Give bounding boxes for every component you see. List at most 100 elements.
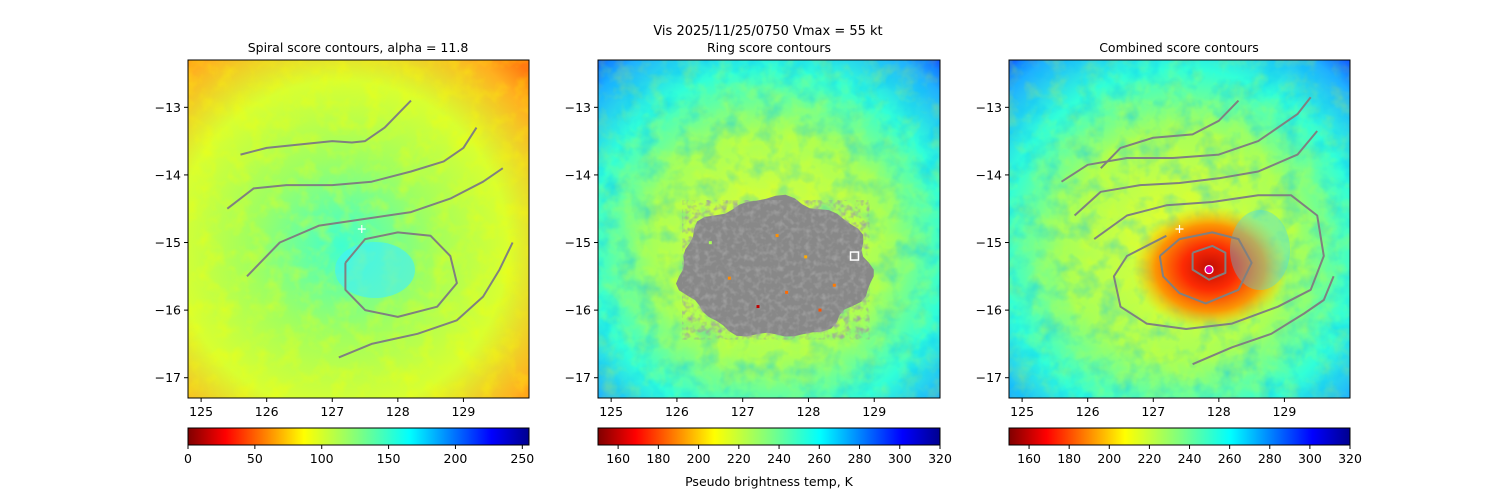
- x-tick-label: 129: [1272, 404, 1296, 419]
- masked-region-speck: [818, 308, 822, 312]
- contour-line: [226, 127, 478, 210]
- contour-line: [1192, 275, 1335, 366]
- panel-spiral-image: [188, 60, 529, 398]
- colorbar-tick-label: 280: [848, 451, 872, 466]
- contour-line: [246, 167, 504, 277]
- colorbar-tick-label: 100: [310, 451, 334, 466]
- x-tick-label: 128: [1207, 404, 1231, 419]
- y-tick-label: −13: [155, 100, 181, 115]
- masked-region-speck: [775, 234, 779, 238]
- colorbar-tick-label: 200: [687, 451, 711, 466]
- masked-region-speck: [804, 255, 808, 259]
- panel-spiral-title: Spiral score contours, alpha = 11.8: [248, 40, 469, 55]
- ring-x-axis: 125 126 127 128 129: [599, 398, 886, 419]
- figure-suptitle: Vis 2025/11/25/0750 Vmax = 55 kt: [653, 24, 882, 39]
- contour-line: [1191, 244, 1227, 281]
- x-tick-label: 125: [599, 404, 623, 419]
- x-tick-label: 126: [1076, 404, 1100, 419]
- colorbar-tick-label: 180: [1057, 451, 1081, 466]
- spiral-contours: [226, 99, 514, 359]
- y-tick-label: −16: [155, 303, 181, 318]
- y-tick-label: −17: [565, 370, 591, 385]
- masked-region-speck: [708, 241, 712, 245]
- y-tick-label: −15: [155, 235, 181, 250]
- center-plus-marker: [357, 225, 366, 233]
- combined-colorbar-ticks: 160 180 200 220 240 260 280 300 320: [1017, 445, 1362, 466]
- contour-line: [1073, 130, 1318, 217]
- panel-ring: Ring score contours 125 126 127 128 129 −13−…: [565, 40, 952, 489]
- spiral-colorbar-bar: [187, 427, 530, 446]
- contour-line: [240, 99, 412, 156]
- x-tick-label: 126: [255, 404, 279, 419]
- colorbar-tick-label: 260: [807, 451, 831, 466]
- panel-combined-title: Combined score contours: [1099, 40, 1259, 55]
- ring-y-axis: −13 −14 −15 −16 −17: [565, 100, 598, 385]
- colorbar-tick-label: 320: [1338, 451, 1362, 466]
- colorbar-tick-label: 240: [767, 451, 791, 466]
- ring-masked-region: [676, 194, 874, 340]
- colorbar-tick-label: 320: [928, 451, 952, 466]
- combined-markers: [1175, 225, 1214, 275]
- colorbar-tick-label: 160: [606, 451, 630, 466]
- panel-ring-title: Ring score contours: [707, 40, 831, 55]
- x-tick-label: 126: [665, 404, 689, 419]
- center-dot-marker: [1204, 264, 1214, 275]
- x-tick-label: 125: [1010, 404, 1034, 419]
- x-tick-label: 127: [1141, 404, 1165, 419]
- x-tick-label: 129: [451, 404, 475, 419]
- y-tick-label: −16: [565, 303, 591, 318]
- panel-spiral: Spiral score contours, alpha = 11.8 125 1…: [155, 40, 535, 466]
- colorbar-tick-label: 220: [727, 451, 751, 466]
- colorbar-tick-label: 250: [510, 451, 534, 466]
- panel-combined: Combined score contours 125 126 127 128 129 …: [976, 40, 1362, 466]
- contour-line: [344, 231, 458, 318]
- combined-colorbar-bar: [1008, 427, 1351, 446]
- colorbar-tick-label: 300: [1298, 451, 1322, 466]
- colorbar-tick-label: 200: [444, 451, 468, 466]
- ring-markers: [849, 251, 860, 261]
- spiral-x-axis: 125 126 127 128 129: [189, 398, 475, 419]
- ring-colorbar: 160 180 200 220 240 260 280 300 320: [597, 427, 952, 466]
- spiral-colorbar-ticks: 0 50 100 150 200 250: [184, 445, 534, 466]
- y-tick-label: −14: [565, 167, 591, 182]
- colorbar-tick-label: 200: [1097, 451, 1121, 466]
- combined-contours: [1060, 96, 1335, 366]
- contour-line: [1093, 194, 1325, 330]
- x-tick-label: 127: [731, 404, 755, 419]
- combined-y-axis: −13 −14 −15 −16 −17: [976, 100, 1009, 385]
- colorbar-tick-label: 260: [1218, 451, 1242, 466]
- y-tick-label: −13: [565, 100, 591, 115]
- center-plus-marker: [1175, 225, 1184, 233]
- y-tick-label: −17: [976, 370, 1002, 385]
- ring-colorbar-ticks: 160 180 200 220 240 260 280 300 320: [606, 445, 952, 466]
- spiral-y-axis: −13 −14 −15 −16 −17: [155, 100, 188, 385]
- colorbar-tick-label: 0: [184, 451, 192, 466]
- colorbar-tick-label: 240: [1178, 451, 1202, 466]
- combined-x-axis: 125 126 127 128 129: [1010, 398, 1296, 419]
- combined-colorbar: 160 180 200 220 240 260 280 300 320: [1008, 427, 1362, 466]
- colorbar-tick-label: 180: [646, 451, 670, 466]
- x-tick-label: 129: [862, 404, 886, 419]
- panel-combined-image: [1009, 60, 1350, 398]
- panel-ring-frame: [597, 59, 941, 399]
- x-tick-label: 125: [189, 404, 213, 419]
- masked-region-texture: [682, 199, 870, 340]
- y-tick-label: −13: [976, 100, 1002, 115]
- contour-line: [1158, 231, 1253, 305]
- colorbar-tick-label: 280: [1258, 451, 1282, 466]
- contour-line: [338, 242, 514, 359]
- colorbar-label: Pseudo brightness temp, K: [685, 474, 854, 489]
- colorbar-tick-label: 50: [247, 451, 263, 466]
- masked-region-speck: [756, 305, 760, 309]
- contour-line: [1060, 96, 1312, 183]
- colorbar-tick-label: 160: [1017, 451, 1041, 466]
- masked-region-speck: [727, 276, 731, 280]
- x-tick-label: 128: [797, 404, 821, 419]
- colorbar-tick-label: 150: [377, 451, 401, 466]
- y-tick-label: −15: [565, 235, 591, 250]
- masked-region-speck: [832, 283, 836, 287]
- contour-line: [1100, 99, 1240, 169]
- spiral-markers: [357, 225, 366, 233]
- masked-region-speck: [785, 290, 789, 294]
